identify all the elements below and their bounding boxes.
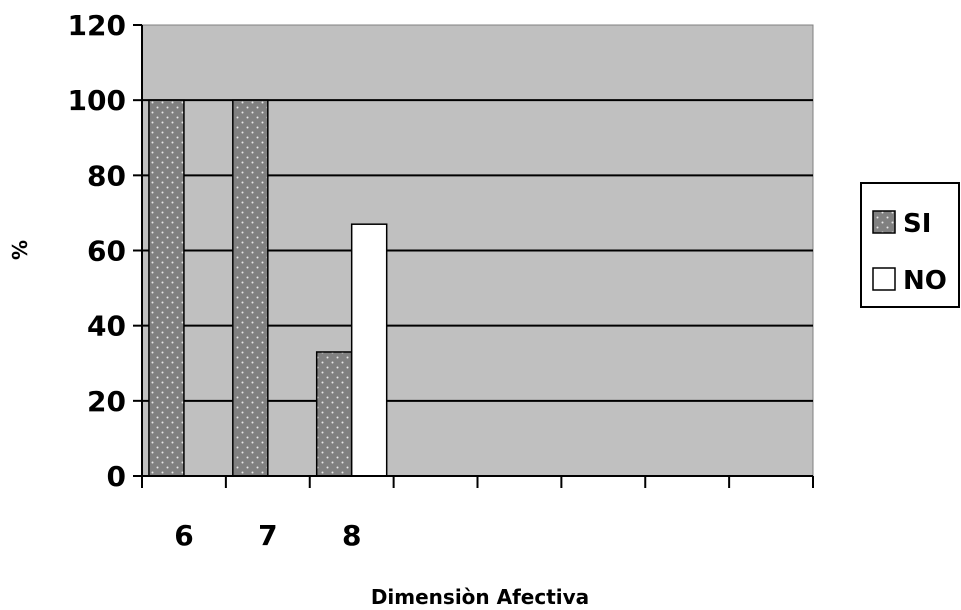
legend-swatch-si [872, 210, 896, 234]
x-tick-label: 7 [258, 519, 277, 552]
legend-swatch-no [872, 267, 896, 291]
y-axis-title: % [8, 240, 32, 260]
bar-si-8 [315, 351, 353, 477]
y-tick-label: 40 [87, 310, 126, 343]
y-tick-label: 120 [68, 9, 126, 42]
bars [148, 99, 388, 477]
bar-si-7 [232, 99, 269, 477]
legend-label-no: NO [903, 266, 947, 296]
x-tick-label: 6 [174, 519, 193, 552]
y-tick-label: 60 [87, 235, 126, 268]
y-tick-label: 80 [87, 159, 126, 192]
bar-si-6 [148, 99, 185, 477]
x-tick-labels: 6 7 8 [174, 519, 361, 552]
axes [133, 24, 814, 488]
x-axis-title: Dimensiòn Afectiva [371, 585, 589, 609]
y-tick-label: 100 [68, 84, 126, 117]
y-tick-label: 0 [107, 460, 126, 493]
legend: SI NO [860, 182, 960, 308]
legend-label-si: SI [903, 209, 931, 239]
y-tick-label: 20 [87, 385, 126, 418]
bar-no-8 [350, 223, 388, 477]
y-tick-labels: 0 20 40 60 80 100 120 [68, 9, 126, 493]
x-tick-label: 8 [342, 519, 361, 552]
